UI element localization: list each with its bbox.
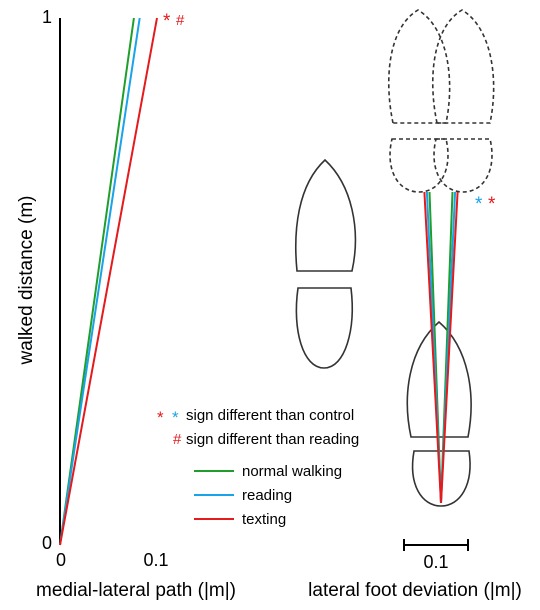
ghost-right-footprint-sole xyxy=(432,9,495,124)
ghost-left-footprint-heel xyxy=(389,138,449,193)
foot-deviation-diagram: * * 0.1 lateral foot deviation (|m|) xyxy=(295,9,522,601)
legend-label-normal-walking: normal walking xyxy=(242,463,342,480)
y-tick-label-bottom: 0 xyxy=(42,533,52,553)
path-chart: 1 0 0 0.1 walked distance (m) medial-lat… xyxy=(16,7,236,601)
scale-bar-label: 0.1 xyxy=(423,552,448,572)
legend-sig-reading-label: sign different than reading xyxy=(186,431,359,448)
legend-label-reading: reading xyxy=(242,487,292,504)
lower-footprint-heel xyxy=(411,450,471,507)
legend-sig-reading-hash: # xyxy=(173,431,182,448)
deviation-significance-asterisk-red: * xyxy=(488,194,496,215)
path-line-reading xyxy=(59,17,141,546)
deviation-significance-asterisk-blue: * xyxy=(475,194,483,215)
legend: * * sign different than control # sign d… xyxy=(157,407,359,528)
deviation-series-group xyxy=(423,191,459,504)
ghost-left-footprint-sole xyxy=(388,9,451,124)
legend-label-texting: texting xyxy=(242,511,286,528)
legend-sig-control-label: sign different than control xyxy=(186,407,354,424)
legend-sig-control-asterisk-blue: * xyxy=(172,408,179,427)
y-axis-title: walked distance (m) xyxy=(16,196,37,366)
texting-significance-asterisk: * xyxy=(163,11,171,32)
path-line-texting xyxy=(59,17,158,546)
legend-sig-control-asterisk-red: * xyxy=(157,408,164,427)
y-tick-label-top: 1 xyxy=(42,7,52,27)
lower-footprint-sole xyxy=(406,320,472,438)
x-axis-title: medial-lateral path (|m|) xyxy=(36,580,236,601)
side-footprint-heel xyxy=(295,287,353,369)
x-tick-label-max: 0.1 xyxy=(143,550,168,570)
deviation-axis-title: lateral foot deviation (|m|) xyxy=(308,580,522,601)
ghost-right-footprint-heel xyxy=(433,138,493,193)
texting-significance-hash: # xyxy=(176,12,185,29)
deviation-line-texting-right xyxy=(440,191,459,504)
side-footprint-sole xyxy=(295,158,357,272)
x-tick-label-zero: 0 xyxy=(56,550,66,570)
deviation-line-texting-left xyxy=(423,191,442,504)
path-series-group xyxy=(59,17,158,546)
